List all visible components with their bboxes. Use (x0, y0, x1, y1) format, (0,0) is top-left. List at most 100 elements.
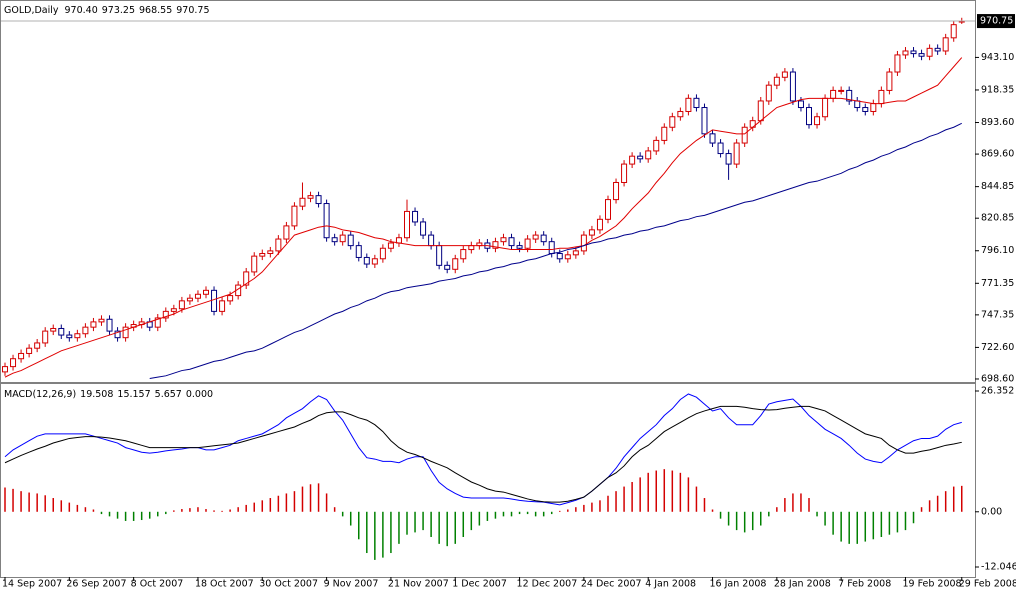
candle-body (468, 245, 475, 251)
candle-body (50, 327, 57, 332)
candle-body (637, 155, 644, 160)
y-tick-label: 844.85 (981, 181, 1014, 192)
candle-body (2, 366, 8, 373)
hist-last: 5.657 (155, 389, 182, 400)
candle-body (524, 238, 531, 249)
moving-average (4, 57, 963, 378)
candle-body (194, 293, 201, 299)
candle-body (902, 50, 909, 56)
y-tick-label: 26.352 (981, 386, 1014, 397)
candle-body (846, 89, 853, 102)
candle-body (862, 107, 869, 112)
y-tick-label: -12.046 (981, 561, 1016, 572)
x-tick-label: 18 Oct 2007 (195, 579, 254, 590)
candle-body (621, 163, 628, 183)
candle-body (950, 24, 957, 39)
candle-body (500, 237, 507, 243)
y-tick-label: 893.60 (981, 117, 1014, 128)
symbol: GOLD,Daily (4, 5, 59, 16)
candle-body (339, 234, 346, 243)
macd-panel (0, 383, 976, 578)
candle-body (10, 358, 17, 368)
candle-body (765, 84, 772, 102)
extra-value: 0.000 (186, 389, 213, 400)
candle-body (299, 197, 306, 207)
candle-body (420, 221, 427, 236)
candle-body (347, 234, 354, 247)
candle-body (178, 300, 185, 310)
candle-body (331, 237, 338, 243)
candle-body (106, 318, 113, 332)
candle-body (685, 97, 692, 112)
candle-body (564, 254, 571, 260)
candle-body (42, 330, 49, 344)
candle-body (379, 247, 386, 260)
candle-body (170, 308, 177, 312)
candle-body (363, 256, 370, 265)
candle-body (259, 253, 266, 257)
macd-line (4, 393, 962, 506)
axes: 698.60 722.60 747.35 771.35 796.10 820.85 844.… (2, 14, 1016, 590)
candle-body (596, 218, 603, 231)
price-header: GOLD,Daily 970.40 973.25 968.55 970.75 (4, 5, 210, 16)
candle-body (492, 241, 499, 249)
macd-header: MACD(12,26,9) 19.508 15.157 5.657 0.000 (4, 389, 213, 400)
candle-body (588, 229, 595, 236)
candle-body (894, 54, 901, 73)
x-tick-label: 26 Sep 2007 (66, 579, 126, 590)
candle-body (653, 139, 660, 152)
candle-body (58, 327, 65, 336)
last-high: 973.25 (102, 5, 135, 16)
candle-body (98, 318, 105, 323)
x-tick-label: 19 Feb 2008 (902, 579, 961, 590)
y-tick-label: 0.00 (981, 506, 1002, 517)
y-tick-label: 943.10 (981, 52, 1014, 63)
candle-body (404, 210, 410, 239)
candle-body (227, 295, 234, 302)
candle-body (878, 89, 885, 105)
candle-body (219, 300, 226, 312)
candle-body (412, 210, 419, 223)
candle-body (548, 241, 555, 255)
current-price-box (977, 14, 1015, 29)
indicator-name: MACD(12,26,9) (4, 389, 76, 400)
y-tick-label: 869.60 (981, 149, 1014, 160)
candle-body (942, 37, 949, 52)
candle-body (605, 199, 611, 220)
candle-body (428, 234, 435, 247)
candle-body (669, 116, 676, 128)
candle-body (677, 110, 684, 118)
y-tick-label: 796.10 (981, 245, 1014, 256)
macd-line (4, 405, 962, 503)
candle-body (532, 234, 539, 240)
candle-body (789, 71, 796, 102)
x-tick-label: 21 Nov 2007 (388, 579, 449, 590)
price-plot (1, 17, 975, 379)
candle-body (701, 107, 708, 135)
candle-body (508, 237, 515, 247)
candle-body (355, 245, 362, 258)
candle-body (693, 97, 700, 109)
candle-body (74, 333, 81, 339)
candle-body (275, 238, 282, 252)
candle-body (436, 245, 443, 266)
candle-body (371, 258, 378, 265)
candle-body (806, 107, 812, 126)
candle-body (838, 89, 845, 92)
y-tick-label: 918.35 (981, 84, 1014, 95)
candle-body (267, 250, 274, 255)
x-tick-label: 16 Jan 2008 (710, 579, 767, 590)
last-low: 968.55 (139, 5, 172, 16)
candle-body (926, 47, 933, 57)
candle-body (162, 310, 169, 319)
candle-body (186, 297, 193, 302)
x-tick-label: 28 Jan 2008 (774, 579, 831, 590)
x-tick-label: 8 Oct 2007 (131, 579, 184, 590)
y-tick-label: 820.85 (981, 213, 1014, 224)
price-panel (0, 0, 976, 383)
candle-body (886, 71, 893, 91)
candle-body (283, 225, 290, 240)
candle-body (315, 195, 322, 205)
candle-body (822, 97, 829, 118)
